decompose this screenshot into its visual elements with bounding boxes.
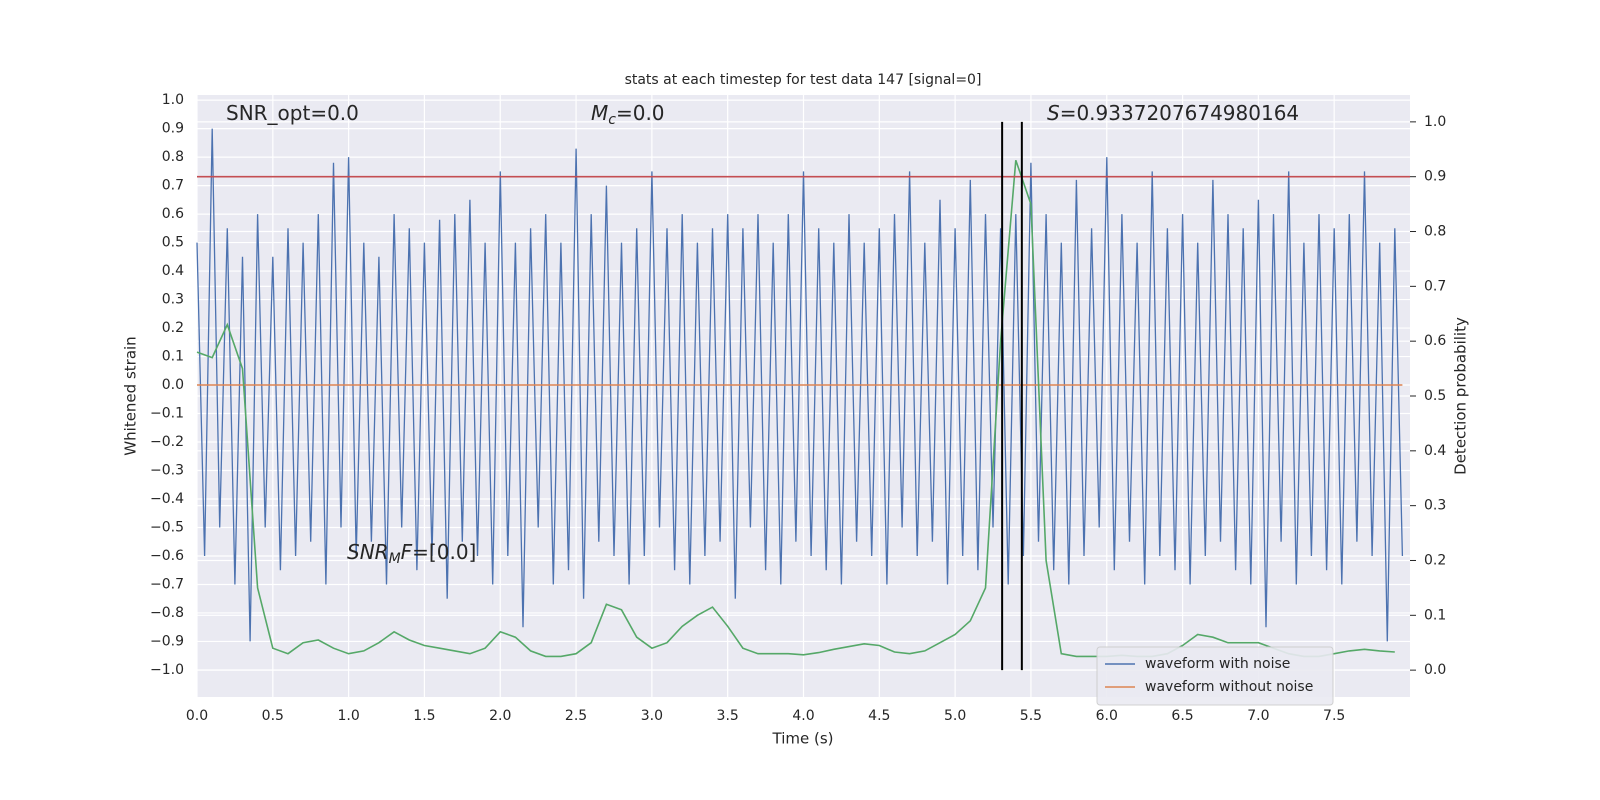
legend-label: waveform with noise [1145,656,1290,672]
annotation-part: S [1047,101,1060,125]
x-tick-label: 5.5 [1020,708,1042,724]
x-tick-label: 6.5 [1171,708,1193,724]
y2-axis-label: Detection probability [1452,317,1470,475]
y2-tick-label: 0.5 [1424,388,1446,404]
x-tick-label: 0.0 [186,708,208,724]
annotation-part: c [608,112,616,128]
y2-tick-label: 0.8 [1424,224,1446,240]
y-tick-label: 0.1 [162,349,184,365]
y-axis-label: Whitened strain [122,336,140,455]
y2-tick-label: 0.9 [1424,169,1446,185]
annotation-part: =0.9337207674980164 [1060,101,1299,125]
legend-label: waveform without noise [1145,679,1313,695]
y2-tick-label: 0.1 [1424,607,1446,623]
annotation-part: M [389,551,401,567]
y-tick-label: −0.4 [150,491,184,507]
y2-tick-label: 0.4 [1424,443,1446,459]
annotation: S=0.9337207674980164 [1047,101,1299,125]
x-tick-label: 4.5 [868,708,890,724]
chart-title: stats at each timestep for test data 147… [625,72,982,88]
y-tick-label: −0.7 [150,576,184,592]
x-tick-label: 7.5 [1323,708,1345,724]
y-tick-label: 0.4 [162,263,184,279]
series-line [196,128,1404,642]
x-tick-label: 0.5 [262,708,284,724]
annotation: SNR_opt=0.0 [226,101,359,125]
x-tick-label: 2.0 [489,708,511,724]
annotation-part: =[0.0] [412,540,476,564]
y2-tick-label: 0.3 [1424,498,1446,514]
x-tick-label: 3.0 [641,708,663,724]
y-tick-label: 0.9 [162,121,184,137]
y2-tick-label: 1.0 [1424,114,1446,130]
y-tick-label: −0.1 [150,406,184,422]
x-tick-label: 5.0 [944,708,966,724]
x-tick-label: 7.0 [1247,708,1269,724]
x-tick-label: 1.0 [337,708,359,724]
y-tick-label: −0.9 [150,633,184,649]
y-tick-label: −0.2 [150,434,184,450]
annotation-part: =0.0 [616,101,665,125]
y2-tick-label: 0.2 [1424,552,1446,568]
x-axis-label: Time (s) [772,730,834,748]
annotation-part: M [591,101,608,125]
y-tick-label: 0.7 [162,178,184,194]
y-tick-label: −0.8 [150,605,184,621]
y-tick-label: 0.6 [162,206,184,222]
x-tick-label: 1.5 [413,708,435,724]
y2-tick-label: 0.6 [1424,333,1446,349]
x-tick-label: 2.5 [565,708,587,724]
y-tick-label: 0.0 [162,377,184,393]
y-tick-label: −0.5 [150,519,184,535]
y-tick-label: −0.3 [150,463,184,479]
series-line [196,159,1395,658]
y-tick-label: 0.2 [162,320,184,336]
x-tick-label: 4.0 [792,708,814,724]
y-tick-label: 0.3 [162,292,184,308]
y-tick-label: 0.5 [162,235,184,251]
legend-box [1096,646,1334,706]
annotation-part: SNR_opt=0.0 [226,101,359,125]
annotation: Mc=0.0 [591,101,665,129]
y-tick-label: −0.6 [150,548,184,564]
y2-tick-label: 0.0 [1424,662,1446,678]
y2-tick-label: 0.7 [1424,278,1446,294]
annotation-part: F [401,540,413,564]
y-tick-label: −1.0 [150,662,184,678]
x-tick-label: 3.5 [717,708,739,724]
annotation: SNRMF=[0.0] [347,540,476,568]
y-tick-label: 1.0 [162,92,184,108]
y-tick-label: 0.8 [162,149,184,165]
x-tick-label: 6.0 [1096,708,1118,724]
annotation-part: SNR [347,540,389,564]
